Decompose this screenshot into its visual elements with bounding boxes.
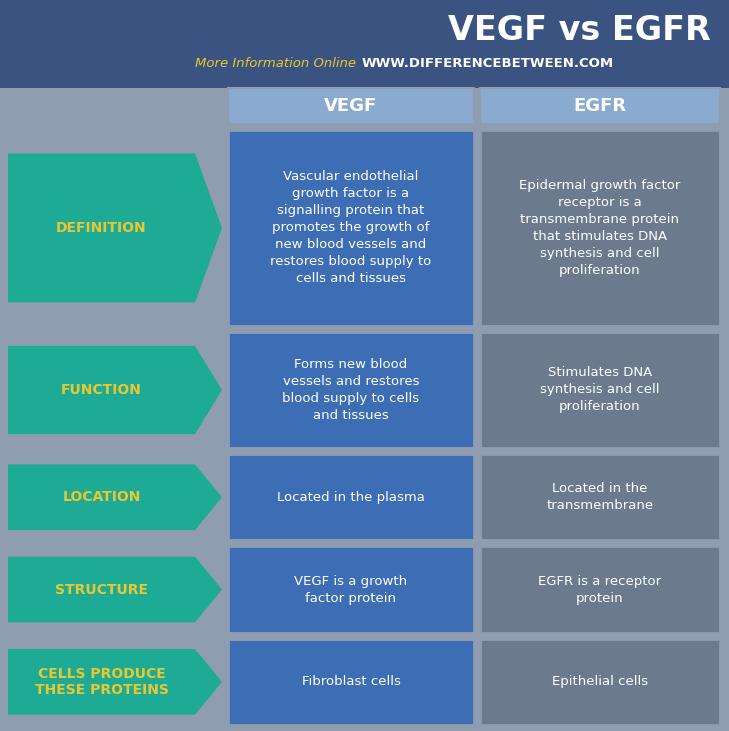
Text: Forms new blood
vessels and restores
blood supply to cells
and tissues: Forms new blood vessels and restores blo… [282,358,420,422]
Text: CELLS PRODUCE
THESE PROTEINS: CELLS PRODUCE THESE PROTEINS [34,667,168,697]
Polygon shape [8,154,222,303]
Text: EGFR: EGFR [574,97,626,115]
Text: FUNCTION: FUNCTION [61,383,142,397]
Polygon shape [8,346,222,434]
Polygon shape [480,454,720,540]
Text: Epidermal growth factor
receptor is a
transmembrane protein
that stimulates DNA
: Epidermal growth factor receptor is a tr… [519,179,681,277]
Polygon shape [480,639,720,725]
Text: VEGF: VEGF [324,97,378,115]
Polygon shape [480,546,720,633]
Polygon shape [228,130,474,326]
Polygon shape [228,332,474,448]
Polygon shape [480,130,720,326]
Text: Located in the
transmembrane: Located in the transmembrane [547,482,654,512]
Text: EGFR is a receptor
protein: EGFR is a receptor protein [539,575,661,605]
Text: VEGF vs EGFR: VEGF vs EGFR [448,14,711,47]
Polygon shape [228,639,474,725]
Text: Fibroblast cells: Fibroblast cells [302,675,400,689]
Text: STRUCTURE: STRUCTURE [55,583,148,596]
Text: Vascular endothelial
growth factor is a
signalling protein that
promotes the gro: Vascular endothelial growth factor is a … [270,170,432,285]
Text: Epithelial cells: Epithelial cells [552,675,648,689]
Polygon shape [8,557,222,622]
Polygon shape [480,88,720,124]
Polygon shape [8,464,222,530]
Text: Stimulates DNA
synthesis and cell
proliferation: Stimulates DNA synthesis and cell prolif… [540,366,660,414]
Polygon shape [228,88,474,124]
Polygon shape [480,332,720,448]
Text: WWW.DIFFERENCEBETWEEN.COM: WWW.DIFFERENCEBETWEEN.COM [362,57,614,70]
Text: Located in the plasma: Located in the plasma [277,491,425,504]
Text: VEGF is a growth
factor protein: VEGF is a growth factor protein [295,575,408,605]
Text: More Information Online: More Information Online [195,57,356,70]
Text: DEFINITION: DEFINITION [56,221,147,235]
Polygon shape [8,649,222,715]
Polygon shape [228,454,474,540]
Polygon shape [228,546,474,633]
Polygon shape [0,0,729,88]
Text: LOCATION: LOCATION [62,491,141,504]
